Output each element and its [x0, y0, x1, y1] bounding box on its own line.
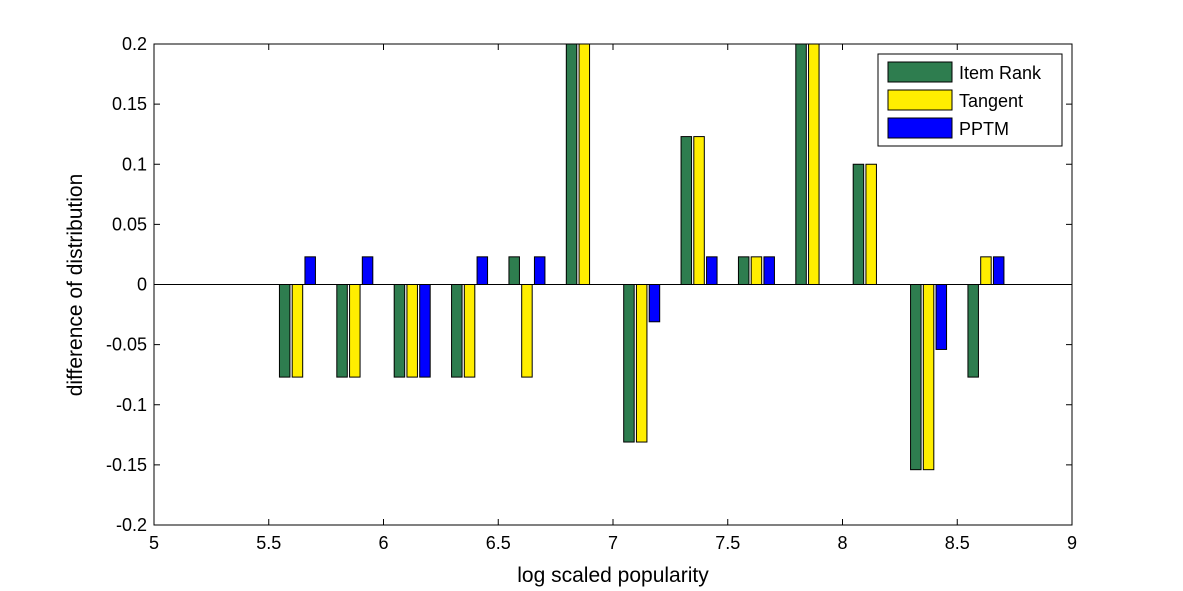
bar-item-rank-11	[910, 284, 922, 471]
y-tick-label-0: -0.2	[116, 515, 147, 535]
bar-pptm-3	[476, 256, 489, 285]
legend-label-1: Tangent	[959, 91, 1023, 111]
y-tick-label-5: 0.05	[112, 214, 147, 234]
x-axis-label: log scaled popularity	[517, 564, 709, 587]
x-tick-label-6: 8	[837, 533, 847, 553]
legend-label-2: PPTM	[959, 119, 1009, 139]
bar-tangent-10	[865, 163, 877, 285]
bar-item-rank-7	[680, 136, 693, 285]
bar-tangent-5	[578, 43, 591, 285]
bar-item-rank-1	[336, 284, 348, 378]
bar-tangent-4	[521, 284, 533, 378]
bar-item-rank-3	[451, 284, 463, 378]
y-tick-label-6: 0.1	[122, 154, 147, 174]
bar-item-rank-9	[795, 43, 807, 285]
x-tick-label-2: 6	[378, 533, 388, 553]
y-tick-label-2: -0.1	[116, 395, 147, 415]
x-axis-ticks: 5 5.5 6 6.5 7 7.5 8 8.5 9	[149, 44, 1077, 553]
bar-tangent-1	[349, 284, 361, 378]
y-tick-label-7: 0.15	[112, 94, 147, 114]
x-tick-label-8: 9	[1067, 533, 1077, 553]
bar-tangent-9	[808, 43, 820, 285]
bar-tangent-6	[635, 284, 648, 443]
bar-tangent-0	[291, 284, 304, 378]
bar-tangent-2	[406, 284, 418, 378]
legend-swatch-2	[887, 117, 953, 139]
bar-tangent-8	[750, 256, 763, 285]
bar-pptm-1	[361, 256, 374, 285]
bar-item-rank-6	[623, 284, 635, 443]
bar-item-rank-12	[967, 284, 979, 378]
bar-pptm-0	[304, 256, 316, 285]
bar-tangent-11	[922, 284, 935, 471]
legend-swatch-1	[887, 89, 953, 111]
x-tick-label-3: 6.5	[486, 533, 511, 553]
y-axis-label: difference of distribution	[64, 174, 87, 397]
bar-pptm-12	[992, 256, 1005, 285]
bar-tangent-7	[693, 136, 705, 285]
bar-pptm-7	[706, 256, 718, 285]
x-tick-label-0: 5	[149, 533, 159, 553]
bar-tangent-3	[463, 284, 476, 378]
bars-group	[278, 43, 1005, 471]
y-tick-label-1: -0.15	[106, 455, 147, 475]
x-tick-label-4: 7	[608, 533, 618, 553]
legend-label-0: Item Rank	[959, 63, 1042, 83]
bar-item-rank-4	[508, 256, 520, 285]
y-axis-ticks: -0.2 -0.15 -0.1 -0.05 0 0.05 0.1 0.15 0.2	[106, 34, 1072, 535]
legend: Item Rank Tangent PPTM	[877, 53, 1063, 147]
y-tick-label-3: -0.05	[106, 335, 147, 355]
x-tick-label-1: 5.5	[256, 533, 281, 553]
bar-pptm-4	[533, 256, 546, 285]
y-tick-label-8: 0.2	[122, 34, 147, 54]
bar-item-rank-0	[278, 284, 291, 378]
bar-item-rank-8	[737, 256, 750, 285]
bar-item-rank-2	[393, 284, 406, 378]
bar-tangent-12	[980, 256, 992, 285]
bar-pptm-11	[935, 284, 948, 350]
x-tick-label-5: 7.5	[715, 533, 740, 553]
bar-item-rank-10	[852, 163, 865, 285]
y-tick-label-4: 0	[137, 275, 147, 295]
bar-pptm-6	[648, 284, 661, 323]
x-tick-label-7: 8.5	[945, 533, 970, 553]
bar-pptm-2	[419, 284, 431, 378]
bar-pptm-8	[763, 256, 775, 285]
legend-swatch-0	[887, 61, 953, 83]
bar-item-rank-5	[565, 43, 578, 285]
